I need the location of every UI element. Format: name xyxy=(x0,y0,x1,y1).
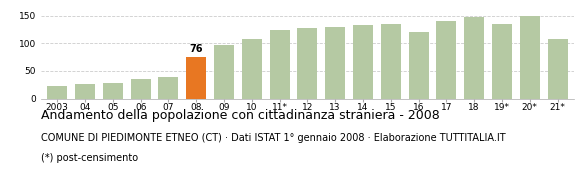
Bar xyxy=(75,84,95,99)
Bar xyxy=(214,45,234,99)
Bar xyxy=(186,57,206,99)
Bar xyxy=(103,83,123,99)
Bar xyxy=(270,30,289,99)
Bar xyxy=(242,39,262,99)
Bar xyxy=(464,17,484,99)
Text: COMUNE DI PIEDIMONTE ETNEO (CT) · Dati ISTAT 1° gennaio 2008 · Elaborazione TUTT: COMUNE DI PIEDIMONTE ETNEO (CT) · Dati I… xyxy=(41,133,505,143)
Bar xyxy=(353,25,373,99)
Bar xyxy=(325,27,345,99)
Bar xyxy=(47,87,67,99)
Bar xyxy=(298,28,317,99)
Bar xyxy=(520,16,540,99)
Bar xyxy=(158,76,179,99)
Bar xyxy=(130,79,151,99)
Text: Andamento della popolazione con cittadinanza straniera - 2008: Andamento della popolazione con cittadin… xyxy=(41,109,440,122)
Bar xyxy=(436,21,456,99)
Bar xyxy=(492,24,512,99)
Text: (*) post-censimento: (*) post-censimento xyxy=(41,153,137,163)
Bar xyxy=(548,39,567,99)
Text: 76: 76 xyxy=(190,44,203,54)
Bar xyxy=(408,32,429,99)
Bar xyxy=(380,24,401,99)
